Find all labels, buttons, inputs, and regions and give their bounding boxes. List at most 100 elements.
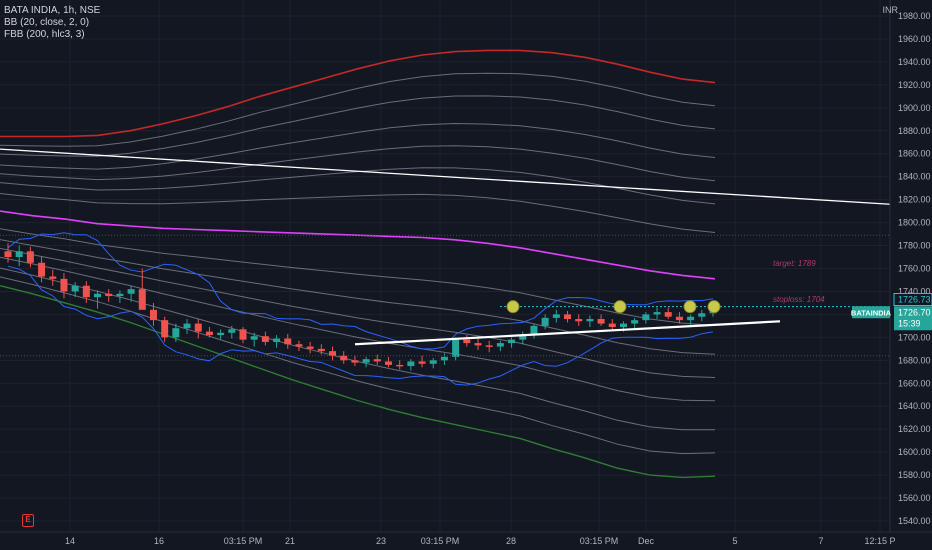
candle-body xyxy=(161,320,169,338)
fbb-indicator-label[interactable]: FBB (200, hlc3, 3) xyxy=(4,29,85,40)
price-tick-label: 1680.00 xyxy=(898,355,931,365)
symbol-title[interactable]: BATA INDIA, 1h, NSE xyxy=(4,5,101,16)
price-tick-label: 1980.00 xyxy=(898,11,931,21)
time-axis[interactable]: 14 16 03:15 PM 21 23 03:15 PM 28 03:15 PM Dec 5 7 1… xyxy=(0,531,932,546)
bb-upper-line xyxy=(7,232,714,350)
candle-body xyxy=(575,319,583,322)
price-tick-label: 1840.00 xyxy=(898,172,931,182)
candle-body xyxy=(4,251,12,258)
time-tick-label: Dec xyxy=(638,536,655,546)
fbb-lower-fib-line xyxy=(0,239,716,355)
time-tick-label: 03:15 PM xyxy=(421,536,460,546)
candle-body xyxy=(496,343,504,347)
price-tick-label: 1760.00 xyxy=(898,264,931,274)
currency-label: INR xyxy=(882,5,899,15)
candle-body xyxy=(340,355,348,361)
logo-icon[interactable]: E xyxy=(22,514,34,527)
fbb-upper-fib-line xyxy=(0,122,716,170)
candle-body xyxy=(474,343,482,346)
fbb-lower-fib-line xyxy=(0,256,716,402)
candle-body xyxy=(463,339,471,344)
price-tick-label: 1800.00 xyxy=(898,218,931,228)
fbb-upper-fib-line xyxy=(0,72,716,147)
fbb-lower-fib-line xyxy=(0,247,716,378)
price-tick-label: 1740.00 xyxy=(898,286,931,296)
candle-body xyxy=(440,356,448,361)
candle-body xyxy=(586,319,594,322)
price-tick-label: 1860.00 xyxy=(898,149,931,159)
price-tick-label: 1820.00 xyxy=(898,195,931,205)
upper-price-label: 1726.73 xyxy=(898,294,931,304)
price-tick-label: 1920.00 xyxy=(898,80,931,90)
touch-marker xyxy=(683,300,697,314)
candle-body xyxy=(38,262,46,277)
price-tick-label: 1640.00 xyxy=(898,401,931,411)
long-trendline xyxy=(0,148,891,205)
target-annotation: target: 1789 xyxy=(773,259,816,268)
time-tick-label: 14 xyxy=(65,536,75,546)
candle-body xyxy=(60,278,68,292)
chart-legend: BATA INDIA, 1h, NSE BB (20, close, 2, 0)… xyxy=(4,5,100,41)
price-tick-label: 1540.00 xyxy=(898,516,931,526)
candle-body xyxy=(26,251,34,263)
bollinger-bands xyxy=(7,232,714,386)
price-tick-label: 1960.00 xyxy=(898,34,931,44)
candle-body xyxy=(172,328,180,338)
time-tick-label: 03:15 PM xyxy=(224,536,263,546)
stoploss-annotation: stoploss: 1704 xyxy=(773,295,825,304)
candle-body xyxy=(564,314,572,319)
price-tick-label: 1580.00 xyxy=(898,470,931,480)
candle-body xyxy=(194,323,202,332)
candle-body xyxy=(228,329,236,333)
price-tick-label: 1780.00 xyxy=(898,241,931,251)
fbb-upper-fib-line xyxy=(0,145,716,182)
candle-body xyxy=(675,316,683,321)
candle-body xyxy=(71,285,79,292)
time-tick-label: 03:15 PM xyxy=(580,536,619,546)
candle-body xyxy=(619,323,627,328)
bb-lower-line xyxy=(7,265,714,386)
bb-indicator-label[interactable]: BB (20, close, 2, 0) xyxy=(4,17,90,28)
candle-body xyxy=(508,339,516,344)
candle-body xyxy=(306,346,314,349)
candle-body xyxy=(239,329,247,340)
candle-body xyxy=(15,251,23,258)
candle-body xyxy=(94,293,102,298)
candle-body xyxy=(631,320,639,324)
candle-body xyxy=(183,323,191,329)
candle-body xyxy=(530,325,538,336)
price-tick-label: 1940.00 xyxy=(898,57,931,67)
price-tick-label: 1600.00 xyxy=(898,447,931,457)
fbb-bands xyxy=(0,49,716,479)
candle-body xyxy=(317,348,325,352)
candles xyxy=(4,243,717,371)
candle-body xyxy=(273,338,281,342)
candle-body xyxy=(295,344,303,347)
candle-body xyxy=(329,351,337,356)
candle-body xyxy=(418,361,426,364)
touch-marker xyxy=(506,300,520,314)
candle-body xyxy=(664,312,672,317)
time-tick-label: 21 xyxy=(285,536,295,546)
price-tick-label: 1560.00 xyxy=(898,493,931,503)
candle-body xyxy=(49,276,57,279)
candle-body xyxy=(485,345,493,347)
time-tick-label: 16 xyxy=(154,536,164,546)
candle-body xyxy=(429,360,437,364)
candle-body xyxy=(205,331,213,336)
candle-body xyxy=(552,314,560,318)
time-tick-label: 23 xyxy=(376,536,386,546)
candle-body xyxy=(138,289,146,310)
fbb-lower-fib-line xyxy=(0,228,716,326)
price-tick-label: 1880.00 xyxy=(898,126,931,136)
candle-body xyxy=(597,319,605,324)
symbol-tag-label: BATAINDIA xyxy=(851,308,892,317)
candle-body xyxy=(127,289,135,294)
time-tick-label: 12:15 P xyxy=(864,536,895,546)
symbol-tag xyxy=(852,306,890,319)
last-price-tag xyxy=(894,306,932,331)
fbb-upper-fib-line xyxy=(0,95,716,157)
candle-body xyxy=(116,293,124,297)
